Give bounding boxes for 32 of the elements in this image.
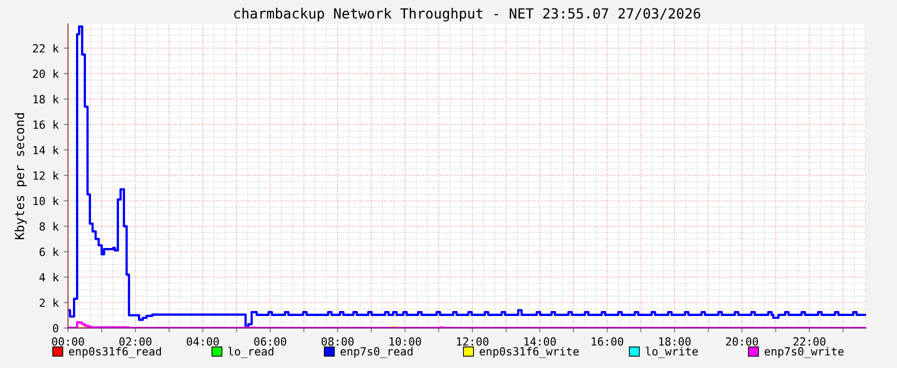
y-tick-label: 14 k [34, 146, 59, 154]
y-axis-title: Kbytes per second [14, 113, 27, 240]
y-tick-label: 0 [53, 324, 58, 332]
legend-label: enp0s31f6_write [480, 346, 579, 358]
legend-label: enp7s0_read [340, 346, 412, 358]
x-tick-label: 00:00 [52, 337, 84, 346]
x-tick-label: 06:00 [254, 337, 286, 346]
x-tick-label: 18:00 [659, 337, 691, 346]
x-tick-label: 08:00 [322, 337, 354, 346]
y-tick-label: 2 k [40, 298, 59, 307]
x-tick-label: 04:00 [186, 337, 219, 346]
y-tick-label: 10 k [34, 196, 59, 206]
chart-title: charmbackup Network Throughput - NET 23:55.07 27/03/2026 [234, 8, 700, 22]
x-tick-label: 20:00 [726, 337, 758, 346]
y-tick-label: 12 k [34, 171, 59, 180]
y-tick-label: 18 k [34, 94, 59, 104]
x-tick-label: 22:00 [793, 337, 826, 346]
x-tick-label: 10:00 [390, 337, 421, 346]
y-tick-label: 22 k [33, 44, 59, 52]
legend-label: enp7s0_write [764, 346, 844, 358]
y-tick-label: 6 k [40, 247, 59, 256]
legend-label: lo_read [228, 346, 274, 358]
x-tick-label: 16:00 [592, 337, 624, 346]
y-tick-label: 8 k [40, 222, 59, 231]
legend-label: enp0s31f6_read [68, 346, 161, 358]
legend-label: lo_write [646, 346, 698, 358]
x-tick-label: 02:00 [119, 337, 152, 346]
y-tick-label: 4 k [39, 272, 59, 282]
y-tick-label: 16 k [34, 120, 59, 129]
x-tick-label: 12:00 [457, 337, 488, 346]
x-tick-label: 14:00 [524, 337, 556, 346]
y-tick-label: 20 k [33, 69, 59, 78]
